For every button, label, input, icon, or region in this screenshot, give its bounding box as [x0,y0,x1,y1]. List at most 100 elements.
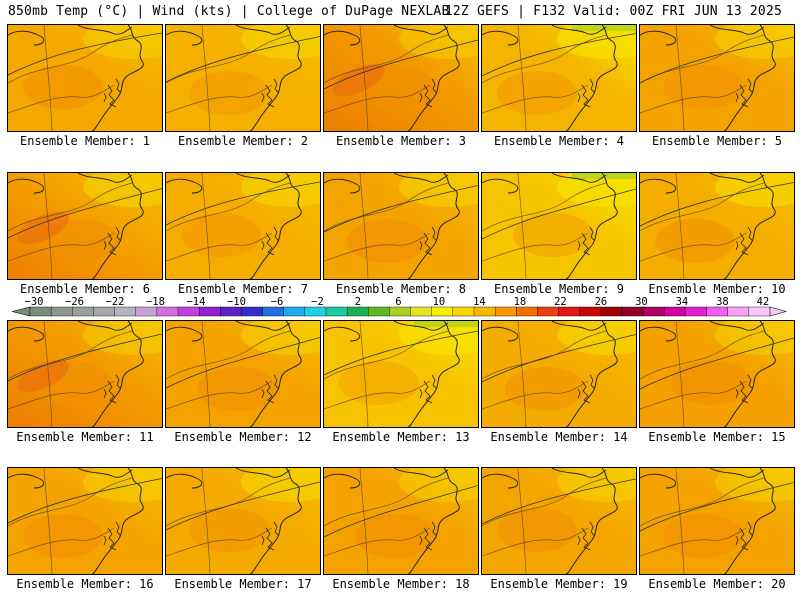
state-borders [640,468,765,574]
colorbar-swatch [50,306,73,317]
member-caption: Ensemble Member: 16 [16,577,154,591]
great-lakes-outline [166,25,291,46]
temperature-field-map [166,173,320,279]
member-map-panel [639,172,795,280]
member-caption: Ensemble Member: 14 [490,430,628,444]
state-borders [482,173,607,279]
bay-outline [577,374,596,404]
colorbar-swatch [156,306,179,317]
temperature-field-map [8,468,162,574]
bay-outline [419,78,438,108]
warm-region [663,65,743,109]
isotherm-contour [324,485,478,538]
isotherm-contour [482,188,636,240]
state-borders [640,173,765,279]
member-map-panel [7,467,163,575]
member-map-panel [165,320,321,428]
warm-region [497,508,577,552]
cool-region [557,468,636,502]
bay-outline [735,78,754,108]
warm-region [355,514,435,558]
great-lakes-outline [482,25,607,46]
member-map-panel [639,24,795,132]
model-run-info: 12Z GEFS | F132 Valid: 00Z FRI JUN 13 20… [444,4,782,19]
colorbar-swatch [600,306,623,317]
temperature-field-map [482,321,636,427]
temperature-fill [166,173,320,279]
state-borders [640,321,765,427]
member-map-panel [165,172,321,280]
warm-region [497,71,577,115]
cool-region [241,321,320,355]
colorbar-right-arrow [769,306,788,317]
bay-outline [735,521,754,551]
temperature-field-map [640,173,794,279]
temperature-field-map [8,25,162,131]
member-caption: Ensemble Member: 5 [651,134,783,148]
member-map-panel [165,24,321,132]
coastline [407,25,460,131]
member-caption: Ensemble Member: 15 [648,430,786,444]
state-borders [8,173,133,279]
colorbar-label: 42 [757,296,770,308]
member-caption: Ensemble Member: 8 [335,282,467,296]
colorbar-label: −14 [186,296,205,308]
coastline [249,468,302,574]
great-lakes-outline [8,25,133,46]
member-caption: Ensemble Member: 4 [493,134,625,148]
colorbar-label: −26 [65,296,84,308]
temperature-field-map [166,468,320,574]
colorbar-swatch [431,306,454,317]
colorbar-swatch [29,306,52,317]
colorbar-swatch [304,306,327,317]
isotherm-contour [8,188,162,239]
member-caption: Ensemble Member: 9 [493,282,625,296]
bay-outline [735,226,754,256]
isotherm-contour [166,181,320,226]
map-title: 850mb Temp (°C) | Wind (kts) | College o… [8,4,450,19]
state-borders [482,321,607,427]
warm-region [23,65,103,109]
member-map-panel [639,320,795,428]
coastline [565,25,618,131]
state-borders [482,25,607,131]
cool-region [557,25,636,59]
warm-region [671,361,751,405]
member-caption: Ensemble Member: 10 [648,282,786,296]
warm-region [339,361,419,405]
bay-outline [419,374,438,404]
colorbar-swatch [642,306,665,317]
state-borders [8,321,133,427]
colorbar-swatch [368,306,390,317]
colorbar-label: 10 [433,296,446,308]
isotherm-contour [324,330,478,376]
isotherm-contour [324,39,478,90]
cool-region [399,321,478,355]
cool-region [399,468,478,502]
great-lakes-outline [482,468,607,489]
colorbar-label: 14 [473,296,486,308]
great-lakes-outline [482,173,607,194]
colorbar-label: 26 [595,296,608,308]
colorbar-swatch [706,306,729,317]
colorbar-swatch [93,306,116,317]
colorbar-label: −10 [227,296,246,308]
cool-region [241,468,320,502]
temperature-fill [166,25,320,131]
colorbar-swatch [452,306,475,317]
temperature-field-map [640,321,794,427]
colorbar-swatch [537,306,560,317]
member-caption: Ensemble Member: 7 [177,282,309,296]
great-lakes-outline [8,173,133,194]
hot-region [17,211,69,245]
temperature-colorbar: −30 −26 −22 −18 −14 −10 −6 −2 2 6 10 14 18 22 26 30 34 38… [11,296,788,317]
state-borders [482,468,607,574]
isotherm-contour [166,36,320,83]
great-lakes-outline [324,321,449,342]
colorbar-swatch [241,306,264,317]
isotherm-contour [8,333,162,382]
bay-outline [419,521,438,551]
colorbar-swatch [72,306,94,317]
temperature-field-map [324,468,478,574]
bay-outline [261,78,280,108]
